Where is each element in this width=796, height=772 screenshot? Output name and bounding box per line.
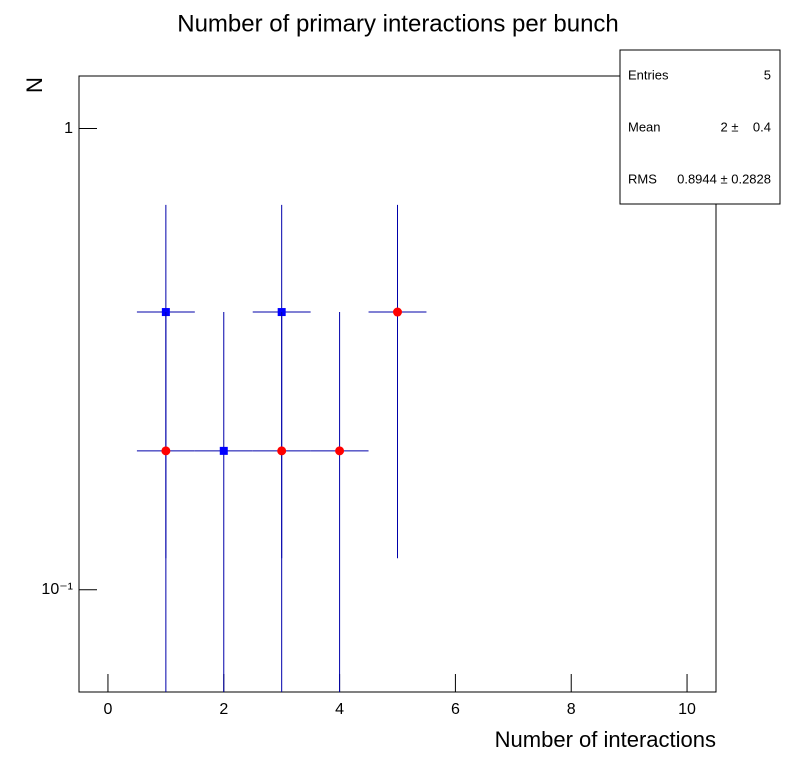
- stats-value: 2 ± 0.4: [721, 119, 772, 134]
- x-tick-label: 2: [219, 701, 228, 718]
- stats-value: 0.8944 ± 0.2828: [677, 171, 771, 186]
- stats-label: Mean: [628, 119, 661, 134]
- x-tick-label: 8: [567, 701, 576, 718]
- stats-value: 5: [764, 67, 771, 82]
- x-axis-label: Number of interactions: [495, 727, 716, 752]
- stats-label: RMS: [628, 171, 657, 186]
- marker: [161, 446, 171, 456]
- marker: [335, 446, 345, 456]
- x-tick-label: 4: [335, 701, 344, 718]
- marker: [219, 446, 228, 455]
- plot-frame: [78, 75, 717, 693]
- x-tick-label: 6: [451, 701, 460, 718]
- y-axis-label: N: [22, 77, 47, 93]
- x-tick-label: 0: [104, 701, 113, 718]
- marker: [277, 446, 287, 456]
- stats-frame: [619, 49, 781, 205]
- y-tick-label: 1: [64, 120, 73, 137]
- marker: [393, 307, 402, 317]
- chart-title: Number of primary interactions per bunch: [177, 10, 619, 37]
- stats-label: Entries: [628, 67, 669, 82]
- y-tick-label: 10⁻¹: [41, 581, 73, 598]
- stats-box: Entries 5 Mean 2 ± 0.4 RMS 0.8944 ± 0.2828: [619, 49, 781, 205]
- x-tick-label: 10: [678, 701, 696, 718]
